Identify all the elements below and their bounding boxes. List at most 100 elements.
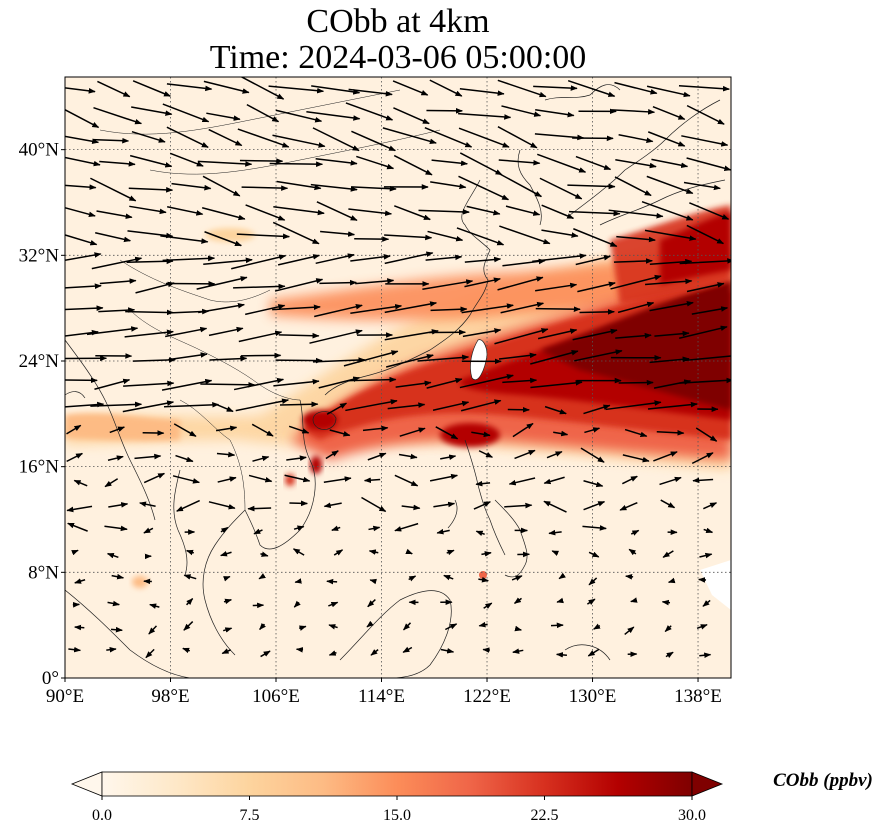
wind-arrow: [294, 578, 302, 584]
wind-arrow: [608, 209, 664, 219]
wind-arrow: [312, 357, 366, 363]
wind-arrow: [149, 603, 160, 609]
wind-arrow: [664, 625, 672, 633]
wind-arrow: [418, 209, 470, 215]
wind-arrow: [258, 573, 266, 580]
wind-arrow: [588, 577, 598, 586]
wind-vectors: [65, 77, 731, 659]
wind-arrow: [183, 621, 194, 631]
wind-arrow: [240, 77, 285, 100]
wind-arrow: [458, 175, 510, 201]
wind-arrow: [403, 622, 412, 631]
wind-arrow: [183, 574, 197, 580]
wind-arrow: [541, 204, 575, 220]
wind-arrow: [253, 528, 263, 535]
wind-arrow: [204, 231, 242, 247]
wind-arrow: [432, 400, 470, 411]
wind-arrow: [630, 529, 640, 536]
wind-arrow: [361, 496, 387, 513]
wind-arrow: [350, 254, 391, 262]
wind-arrow: [197, 160, 253, 167]
wind-arrow: [293, 600, 301, 608]
wind-arrow: [535, 109, 575, 118]
wind-arrow: [245, 204, 286, 221]
wind-arrow: [139, 501, 156, 507]
wind-arrow: [394, 522, 419, 532]
map-title: CObb at 4km Time: 2024-03-06 05:00:00: [0, 4, 796, 76]
wind-arrow: [99, 160, 136, 167]
wind-arrow: [169, 152, 204, 167]
wind-arrow: [343, 350, 399, 367]
wind-arrow: [127, 230, 174, 239]
wind-arrow: [175, 454, 194, 463]
wind-arrow: [504, 502, 533, 509]
wind-arrow: [461, 303, 514, 314]
wind-arrow: [678, 85, 730, 92]
wind-arrow: [73, 479, 88, 487]
wind-arrow: [696, 624, 708, 630]
wind-arrow: [368, 525, 381, 532]
plot-frame: [64, 76, 732, 679]
wind-arrow: [90, 177, 137, 202]
wind-arrow: [473, 501, 491, 510]
wind-arrow: [329, 429, 351, 437]
lon-tick-label: 130°E: [569, 686, 617, 707]
lon-tick-label: 98°E: [151, 686, 189, 707]
wind-arrow: [367, 452, 387, 461]
lat-tick-label: 32°N: [19, 245, 60, 266]
wind-arrow: [502, 258, 546, 267]
wind-arrow: [393, 107, 430, 125]
wind-arrow: [683, 181, 721, 191]
wind-arrow: [161, 378, 213, 391]
wind-arrow: [622, 454, 650, 463]
wind-arrow: [695, 427, 718, 442]
wind-arrow: [122, 400, 175, 413]
wind-arrow: [649, 301, 694, 312]
wind-arrow: [426, 377, 463, 389]
wind-arrow: [145, 648, 155, 659]
wind-arrow: [348, 208, 393, 216]
wind-arrow: [186, 598, 194, 606]
wind-arrow: [196, 276, 248, 290]
wind-arrow: [481, 551, 492, 557]
wind-arrow: [530, 350, 579, 365]
wind-arrow: [483, 602, 493, 609]
wind-arrow: [203, 257, 253, 265]
title-line-2: Time: 2024-03-06 05:00:00: [209, 39, 587, 76]
wind-arrow: [546, 450, 563, 459]
wind-arrow: [656, 430, 685, 436]
wind-arrow: [348, 88, 393, 97]
wind-arrow: [65, 305, 104, 311]
wind-arrow: [575, 155, 612, 171]
wind-arrow: [440, 648, 455, 654]
wind-arrow: [129, 154, 173, 168]
wind-arrow: [132, 357, 176, 363]
wind-arrow: [544, 405, 567, 415]
wind-arrow: [129, 205, 167, 215]
colorbar-tick-label: 0.0: [92, 807, 112, 824]
wind-arrow: [644, 229, 697, 241]
wind-arrow: [512, 648, 524, 654]
wind-arrow: [99, 278, 137, 285]
wind-arrow: [628, 548, 637, 556]
wind-arrow: [217, 476, 237, 483]
wind-arrow: [555, 652, 567, 658]
wind-arrow: [514, 625, 522, 632]
wind-arrow: [288, 425, 310, 434]
wind-arrow: [223, 598, 232, 605]
wind-arrow: [456, 227, 505, 246]
wind-arrow: [395, 380, 432, 388]
wind-arrow: [65, 87, 96, 94]
wind-arrow: [505, 205, 541, 216]
wind-arrow: [497, 276, 544, 291]
axis-ticks: 90°E 98°E 106°E 114°E 122°E 130°E 138°E 0° 8°N 16…: [19, 140, 722, 707]
wind-arrow: [65, 156, 101, 167]
wind-arrow: [86, 326, 139, 336]
gridlines: [65, 77, 731, 678]
wind-arrow: [498, 352, 537, 360]
wind-arrow: [368, 549, 379, 555]
wind-arrow: [689, 202, 730, 220]
wind-arrow: [703, 527, 714, 534]
wind-arrow: [245, 304, 286, 316]
wind-arrow: [363, 477, 381, 483]
